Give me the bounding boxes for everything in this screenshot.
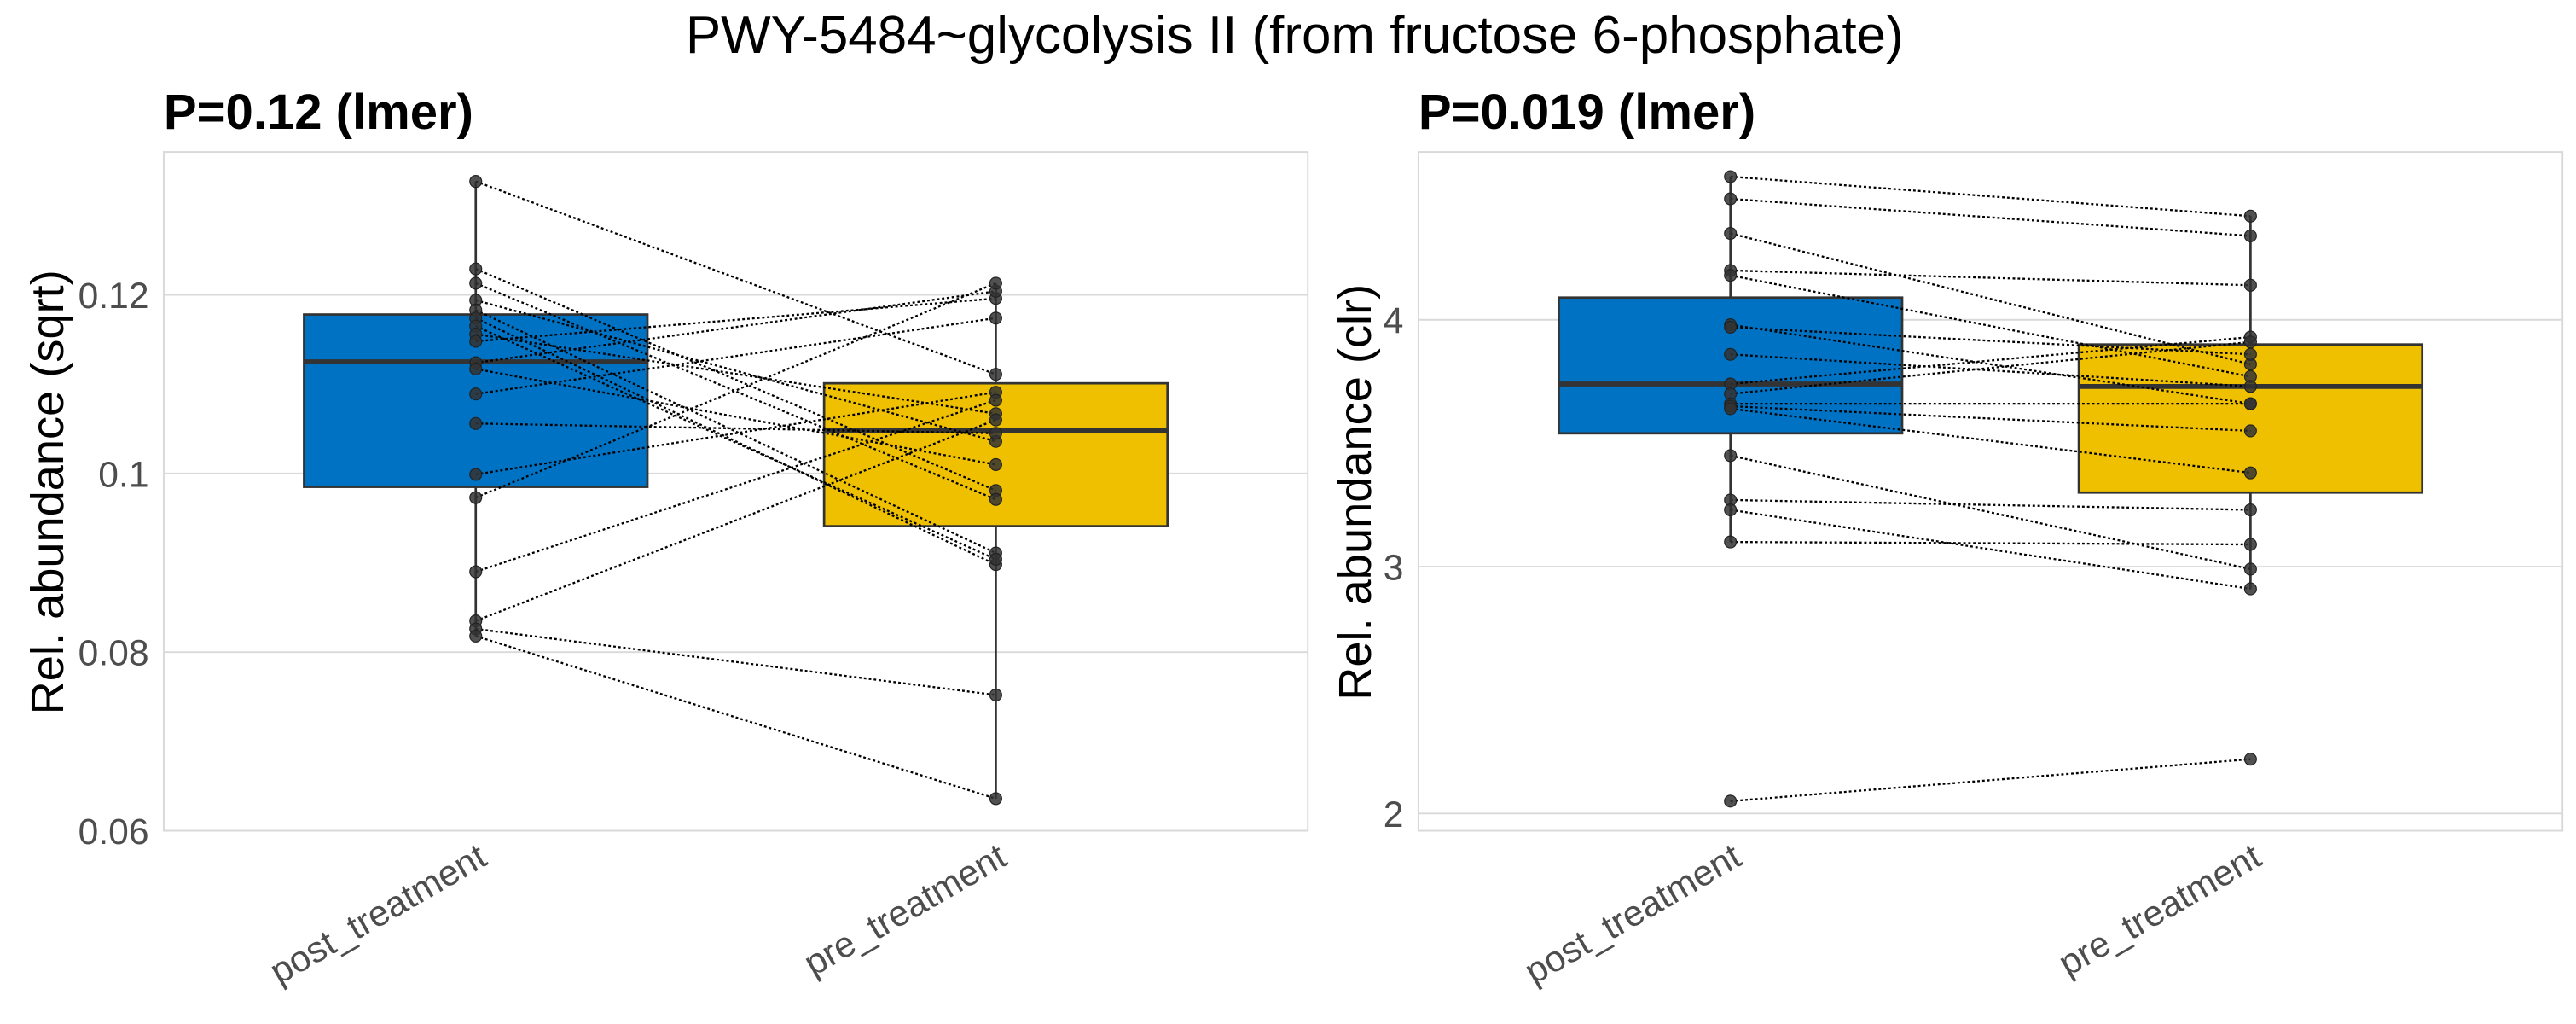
point-pre	[2243, 538, 2257, 551]
point-post	[1724, 170, 1738, 183]
point-post	[469, 175, 483, 189]
point-pre	[2243, 562, 2257, 576]
panel-title-sqrt: P=0.12 (lmer)	[164, 84, 473, 140]
x-tick-label: post_treatment	[263, 835, 493, 992]
pair-line	[475, 180, 996, 375]
point-post	[1724, 503, 1738, 517]
pair-line	[1730, 407, 2251, 474]
point-pre	[2243, 380, 2257, 393]
y-tick-label: 3	[1384, 548, 1404, 589]
panel-title-clr: P=0.019 (lmer)	[1419, 84, 1755, 140]
point-pre	[2243, 347, 2257, 361]
point-post	[1724, 192, 1738, 206]
pair-line	[475, 290, 996, 364]
point-pre	[989, 427, 1002, 440]
point-pre	[989, 688, 1002, 701]
point-post	[469, 565, 483, 579]
pair-line	[1730, 323, 2251, 405]
point-pre	[989, 792, 1002, 806]
point-post	[469, 276, 483, 290]
point-pre	[989, 457, 1002, 471]
point-post	[469, 362, 483, 375]
y-axis-label-sqrt: Rel. abundance (sqrt)	[22, 270, 73, 714]
point-post	[469, 262, 483, 276]
point-pre	[989, 552, 1002, 566]
pair-line	[1730, 232, 2251, 365]
point-pre	[2243, 397, 2257, 410]
pair-line	[475, 325, 996, 561]
y-tick-label: 0.06	[78, 812, 149, 852]
point-post	[1724, 535, 1738, 549]
point-pre	[2243, 503, 2257, 517]
point-pre	[989, 276, 1002, 290]
point-pre	[2243, 278, 2257, 292]
point-pre	[2243, 335, 2257, 349]
point-post	[469, 468, 483, 481]
point-pre	[989, 311, 1002, 325]
point-post	[1724, 269, 1738, 282]
pair-line	[475, 368, 996, 466]
point-pre	[2243, 209, 2257, 223]
point-post	[469, 387, 483, 401]
pair-line	[475, 333, 996, 415]
pair-line	[475, 399, 996, 573]
point-post	[1724, 320, 1738, 334]
panel-sqrt: 0.06 0.08 0.1 0.12 post_treatment pre_treatme…	[22, 84, 1309, 992]
point-post	[469, 491, 483, 504]
pair-line	[475, 627, 996, 696]
point-pre	[2243, 424, 2257, 438]
point-pre	[989, 393, 1002, 407]
pair-line	[475, 391, 996, 476]
point-post	[1724, 226, 1738, 241]
y-tick-label: 4	[1384, 300, 1404, 341]
point-pre	[2243, 582, 2257, 596]
point-pre	[989, 413, 1002, 427]
box-post_treatment	[303, 313, 649, 488]
y-tick-label: 0.1	[98, 454, 148, 495]
point-pre	[2243, 466, 2257, 480]
x-tick-label: post_treatment	[1517, 835, 1748, 992]
pair-line	[475, 418, 996, 622]
pair-line	[1730, 274, 2251, 378]
figure-title: PWY-5484~glycolysis II (from fructose 6-…	[686, 6, 1904, 65]
x-tick-label: pre_treatment	[797, 835, 1013, 984]
x-tick-label: pre_treatment	[2051, 835, 2268, 984]
pair-line	[475, 309, 996, 555]
point-pre	[2243, 753, 2257, 766]
y-tick-label: 0.12	[78, 276, 149, 317]
point-post	[1724, 402, 1738, 416]
panel-clr: 2 3 4 post_treatment pre_treatment P=0.019 (l…	[1330, 84, 2564, 992]
point-post	[469, 629, 483, 643]
point-post	[469, 416, 483, 430]
point-pre	[2243, 229, 2257, 242]
point-post	[1724, 347, 1738, 361]
point-pre	[989, 492, 1002, 506]
pair-line	[475, 268, 996, 492]
pair-line	[1730, 509, 2251, 591]
pair-line	[475, 317, 996, 395]
y-tick-label: 0.08	[78, 633, 149, 674]
pair-line	[475, 317, 996, 566]
point-pre	[989, 368, 1002, 381]
pair-line	[475, 635, 996, 800]
pair-line	[475, 299, 996, 443]
y-tick-label: 2	[1384, 794, 1404, 835]
y-axis-label-clr: Rel. abundance (clr)	[1330, 284, 1381, 701]
point-post	[1724, 794, 1738, 808]
point-post	[1724, 449, 1738, 463]
point-post	[469, 335, 483, 348]
